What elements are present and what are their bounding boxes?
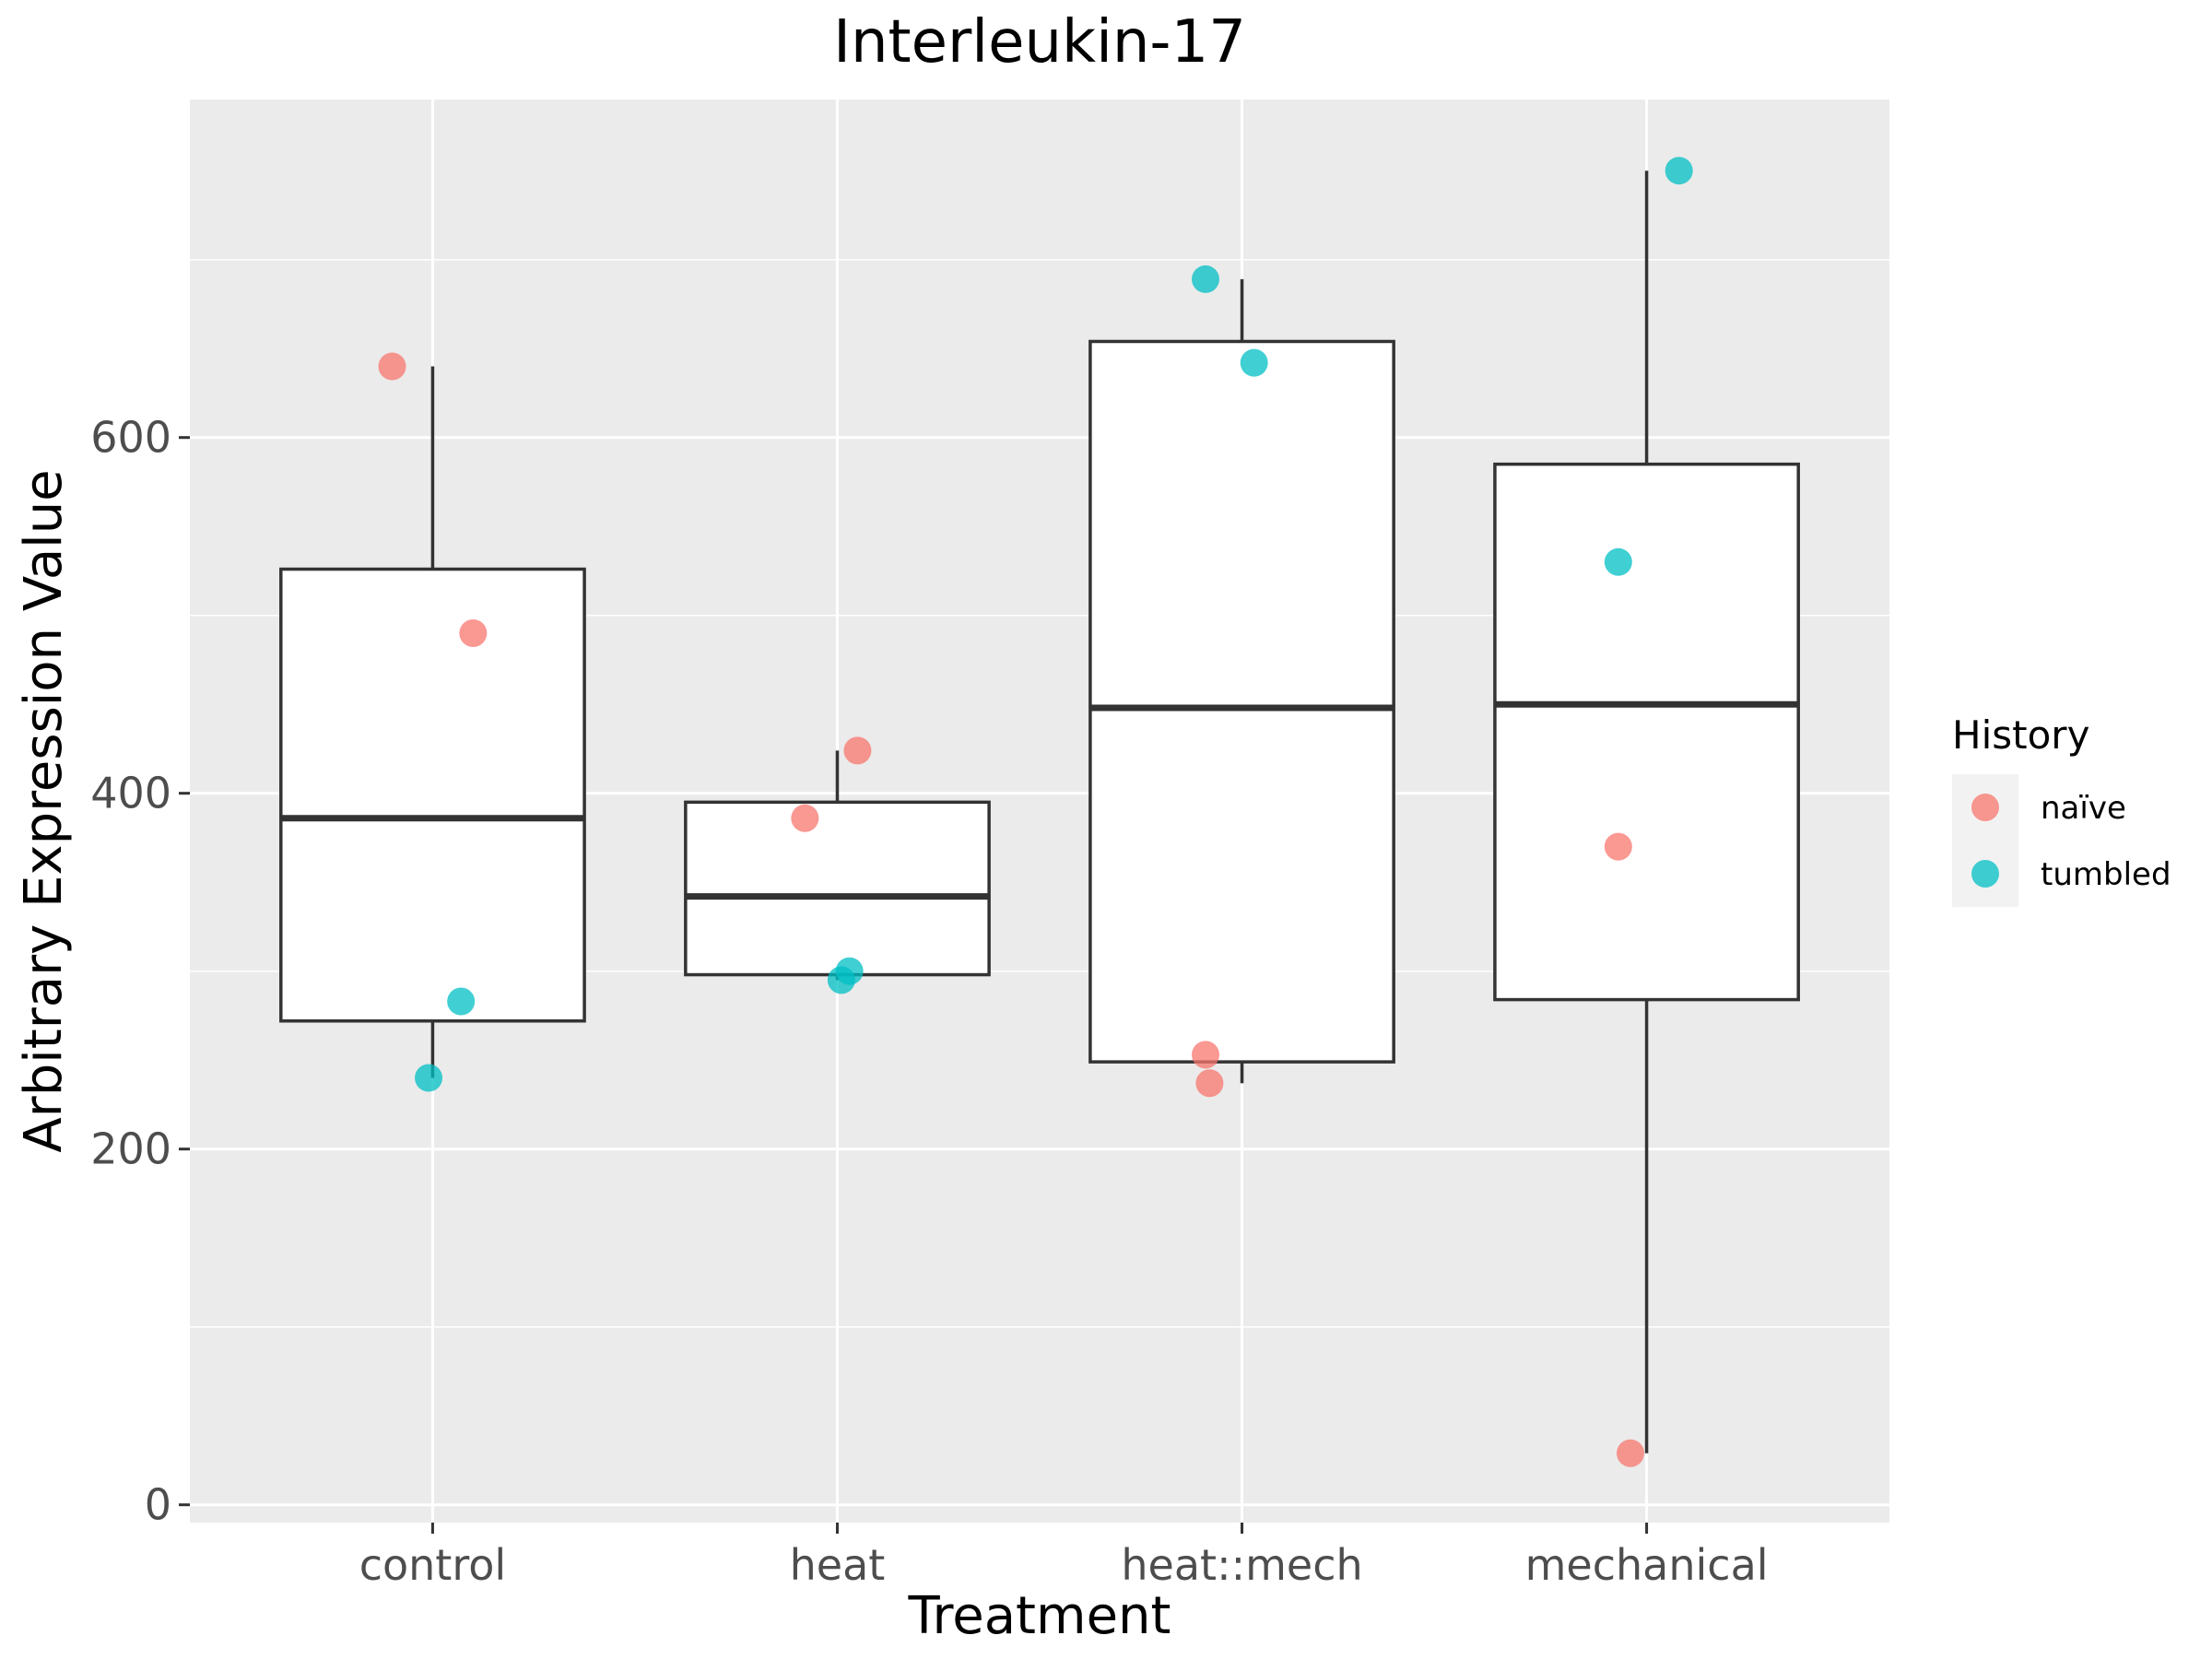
data-point (1604, 832, 1632, 861)
x-tick-label: control (359, 1540, 506, 1590)
legend-swatch-naive (1971, 794, 1999, 821)
legend: History naïve tumbled (1952, 712, 2171, 907)
y-axis-title: Arbitrary Expression Value (14, 469, 74, 1152)
box-iqr (684, 800, 991, 977)
data-point (1604, 547, 1632, 576)
x-tick-label: heat::mech (1121, 1540, 1362, 1590)
data-point (1192, 1041, 1220, 1069)
legend-label-naive: naïve (2041, 790, 2126, 827)
point-layer (378, 157, 1693, 1467)
data-point (1240, 348, 1268, 377)
data-point (378, 352, 406, 381)
x-tick-label: heat (790, 1540, 886, 1590)
legend-label-tumbled: tumbled (2041, 856, 2171, 893)
data-point (459, 619, 488, 647)
box-iqr (1088, 339, 1395, 1064)
y-tick-label: 200 (90, 1124, 171, 1174)
data-point (791, 804, 819, 832)
legend-swatch-tumbled (1971, 860, 1999, 888)
y-tick-label: 600 (90, 413, 171, 463)
chart-title: Interleukin-17 (833, 8, 1246, 76)
data-point (1192, 265, 1220, 293)
box-iqr (279, 567, 586, 1023)
data-point (827, 966, 855, 994)
x-axis-title: Treatment (908, 1586, 1171, 1646)
data-point (1195, 1069, 1224, 1098)
box-layer (279, 171, 1800, 1453)
data-point (1665, 157, 1693, 185)
data-point (843, 736, 872, 765)
data-point (1617, 1439, 1645, 1467)
x-tick-label: mechanical (1525, 1540, 1769, 1590)
box-iqr (1493, 462, 1800, 1002)
y-tick-label: 400 (90, 769, 171, 818)
data-point (447, 987, 476, 1016)
legend-title: History (1952, 712, 2089, 758)
data-point (415, 1064, 443, 1092)
y-tick-label: 0 (145, 1480, 171, 1530)
